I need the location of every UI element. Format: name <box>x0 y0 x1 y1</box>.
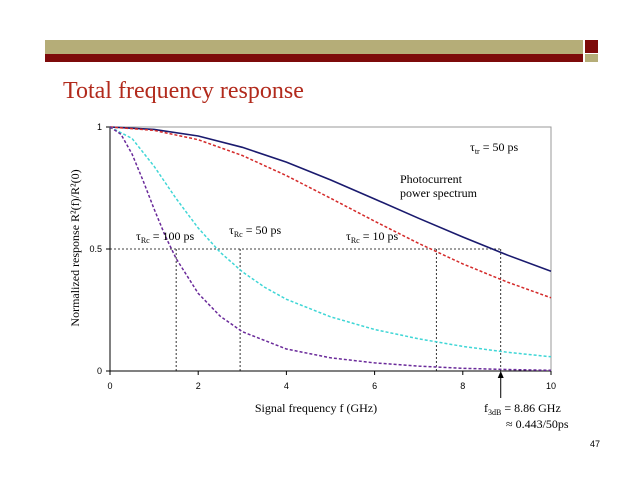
x-tick-label: 4 <box>284 381 289 391</box>
f3db-arrow-head <box>497 371 504 378</box>
series-line-3 <box>109 126 552 358</box>
x-tick-label: 0 <box>107 381 112 391</box>
series-line-1 <box>109 126 552 272</box>
y-axis-label: Normalized response R²(f)/R²(0) <box>68 169 82 326</box>
x-tick-label: 8 <box>460 381 465 391</box>
f3db-label: f3dB = 8.86 GHz <box>484 401 561 417</box>
y-tick-label: 1 <box>97 122 102 132</box>
slide-title: Total frequency response <box>63 78 304 104</box>
tau-rc-10-label: τRc = 10 ps <box>346 229 398 245</box>
series-line-2 <box>109 126 552 299</box>
f3db-approx-label: ≈ 0.443/50ps <box>506 417 569 431</box>
header-olive-bar <box>45 40 583 54</box>
x-tick-label: 2 <box>196 381 201 391</box>
tau-rc-50-label: τRc = 50 ps <box>229 223 281 239</box>
series-line-4 <box>109 126 552 372</box>
x-tick-label: 10 <box>546 381 556 391</box>
header-corner-square-olive <box>585 54 598 62</box>
x-axis-label: Signal frequency f (GHz) <box>255 401 377 415</box>
slide-header-bar <box>45 40 598 62</box>
header-dark-red-bar <box>45 54 583 62</box>
photocurrent-label-line1: Photocurrent <box>400 172 463 186</box>
page-number: 47 <box>590 439 601 449</box>
photocurrent-label-line2: power spectrum <box>400 186 478 200</box>
header-corner-square-red <box>585 40 598 53</box>
tau-rc-100-label: τRc = 100 ps <box>136 229 194 245</box>
y-tick-label: 0 <box>97 366 102 376</box>
tau-tr-label: τtr = 50 ps <box>470 140 518 156</box>
x-tick-label: 6 <box>372 381 377 391</box>
y-tick-label: 0.5 <box>89 244 102 254</box>
